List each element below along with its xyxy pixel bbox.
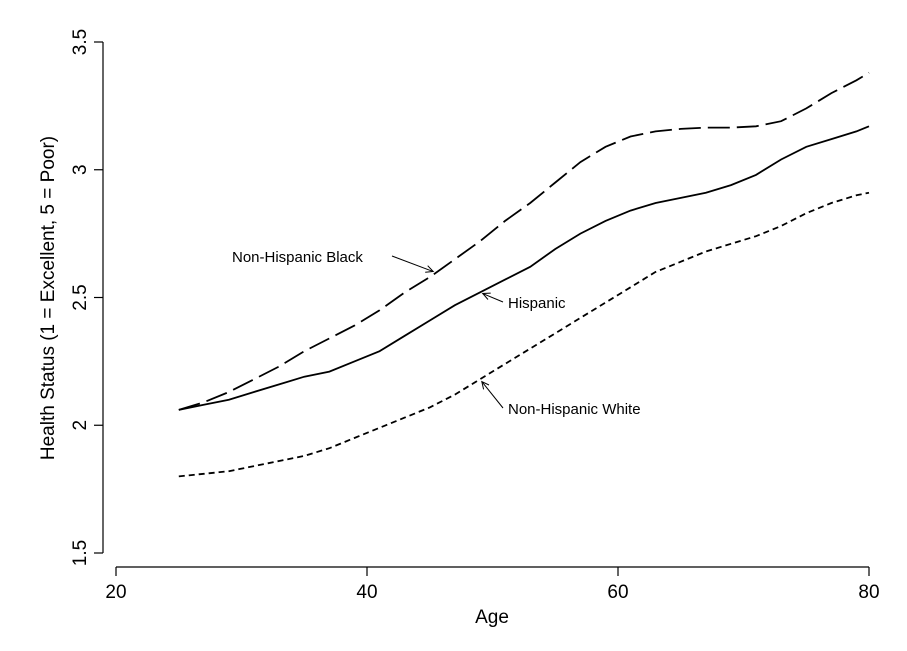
x-tick-label: 20 bbox=[105, 582, 126, 603]
annotation-arrowhead bbox=[481, 380, 490, 390]
x-axis-title: Age bbox=[475, 607, 509, 628]
annotation-non-hispanic-black: Non-Hispanic Black bbox=[232, 249, 435, 273]
y-tick-label: 3.5 bbox=[70, 29, 91, 55]
annotation-arrow bbox=[391, 255, 434, 272]
annotation-arrowhead bbox=[481, 292, 491, 300]
y-tick-label: 3 bbox=[70, 164, 91, 175]
annotation-label: Hispanic bbox=[508, 295, 566, 312]
x-axis-ticks: 20 40 60 80 bbox=[105, 567, 880, 603]
y-tick-label: 1.5 bbox=[70, 540, 91, 566]
annotation-label: Non-Hispanic White bbox=[508, 401, 641, 418]
y-axis-title: Health Status (1 = Excellent, 5 = Poor) bbox=[38, 136, 59, 460]
annotation-arrowhead bbox=[425, 265, 435, 273]
annotation-label: Non-Hispanic Black bbox=[232, 249, 363, 266]
series-layer bbox=[178, 71, 870, 478]
x-tick-label: 60 bbox=[607, 582, 628, 603]
y-tick-label: 2 bbox=[70, 420, 91, 431]
annotation-arrow bbox=[482, 293, 504, 303]
y-tick-label: 2.5 bbox=[70, 284, 91, 310]
series-line-hispanic bbox=[178, 125, 870, 411]
series-line-non-hispanic-black bbox=[178, 71, 870, 411]
annotation-arrow bbox=[481, 381, 504, 409]
series-line-non-hispanic-white bbox=[178, 191, 870, 478]
y-axis-ticks: 1.5 2 2.5 3 3.5 bbox=[70, 29, 103, 566]
annotation-non-hispanic-white: Non-Hispanic White bbox=[481, 380, 641, 418]
annotation-hispanic: Hispanic bbox=[481, 292, 566, 312]
x-tick-label: 40 bbox=[356, 582, 377, 603]
x-tick-label: 80 bbox=[858, 582, 879, 603]
